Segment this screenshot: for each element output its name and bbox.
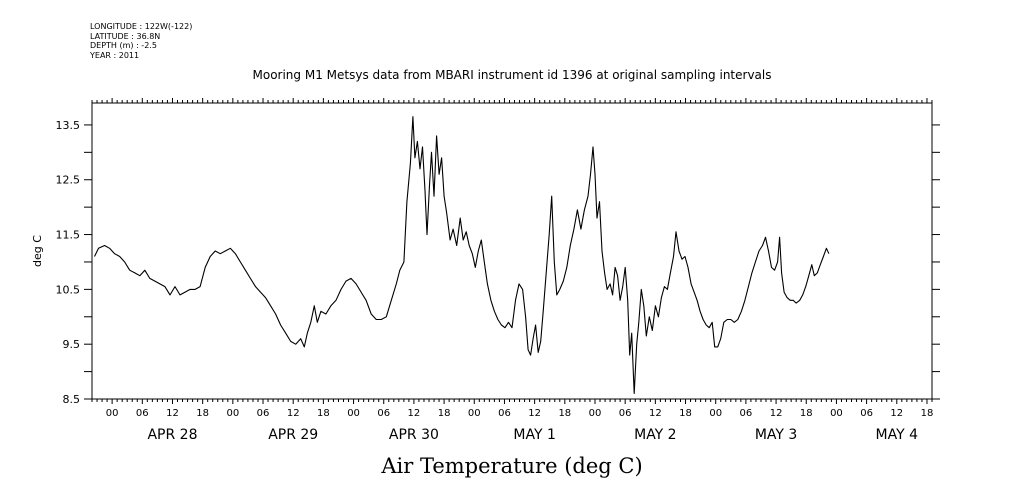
x-hour-label: 12	[408, 408, 421, 419]
x-hour-label: 12	[649, 408, 662, 419]
x-hour-label: 00	[468, 408, 481, 419]
x-day-label: MAY 4	[876, 427, 919, 443]
x-day-label: APR 30	[389, 427, 439, 443]
x-day-label: APR 29	[268, 427, 318, 443]
x-hour-label: 12	[287, 408, 300, 419]
x-hour-label: 12	[770, 408, 783, 419]
y-tick-label: 11.5	[56, 229, 81, 242]
air-temperature-line	[94, 116, 830, 395]
x-hour-label: 00	[226, 408, 239, 419]
x-axis-title: Air Temperature (deg C)	[381, 454, 643, 478]
x-hour-label: 18	[317, 408, 330, 419]
x-hour-label: 06	[377, 408, 390, 419]
y-tick-label: 9.5	[63, 338, 81, 351]
x-day-label: MAY 3	[755, 427, 797, 443]
chart-title: Mooring M1 Metsys data from MBARI instru…	[252, 68, 772, 82]
metadata-block: LONGITUDE : 122W(-122) LATITUDE : 36.8N …	[90, 22, 192, 60]
plot-frame	[91, 102, 933, 400]
x-hour-label: 00	[106, 408, 119, 419]
x-hour-label: 18	[800, 408, 813, 419]
x-hour-label: 06	[619, 408, 632, 419]
depth-label: DEPTH (m) : -2.5	[90, 41, 157, 50]
x-hour-label: 00	[589, 408, 602, 419]
x-hour-label: 18	[438, 408, 451, 419]
x-day-label: MAY 1	[513, 427, 555, 443]
x-hour-label: 18	[679, 408, 692, 419]
x-hour-label: 00	[347, 408, 360, 419]
y-tick-label: 10.5	[56, 283, 81, 296]
x-day-label: MAY 2	[634, 427, 676, 443]
year-label: YEAR : 2011	[90, 50, 140, 60]
x-hour-label: 06	[740, 408, 753, 419]
x-hour-label: 18	[558, 408, 571, 419]
x-hour-label: 12	[890, 408, 903, 419]
y-tick-label: 8.5	[63, 393, 81, 406]
x-hour-label: 00	[830, 408, 843, 419]
longitude-label: LONGITUDE : 122W(-122)	[90, 22, 193, 31]
x-day-label: APR 28	[147, 427, 197, 443]
x-hour-label: 12	[528, 408, 541, 419]
x-hour-label: 06	[257, 408, 270, 419]
x-hour-label: 18	[196, 408, 209, 419]
x-hour-label: 18	[921, 408, 934, 419]
y-tick-label: 12.5	[56, 174, 81, 187]
y-axis-title: deg C	[31, 235, 44, 267]
latitude-label: LATITUDE : 36.8N	[90, 31, 161, 41]
x-hour-label: 06	[498, 408, 511, 419]
x-hour-label: 06	[860, 408, 873, 419]
y-tick-label: 13.5	[56, 119, 81, 132]
x-hour-label: 00	[709, 408, 722, 419]
x-hour-label: 06	[136, 408, 149, 419]
x-hour-label: 12	[166, 408, 179, 419]
